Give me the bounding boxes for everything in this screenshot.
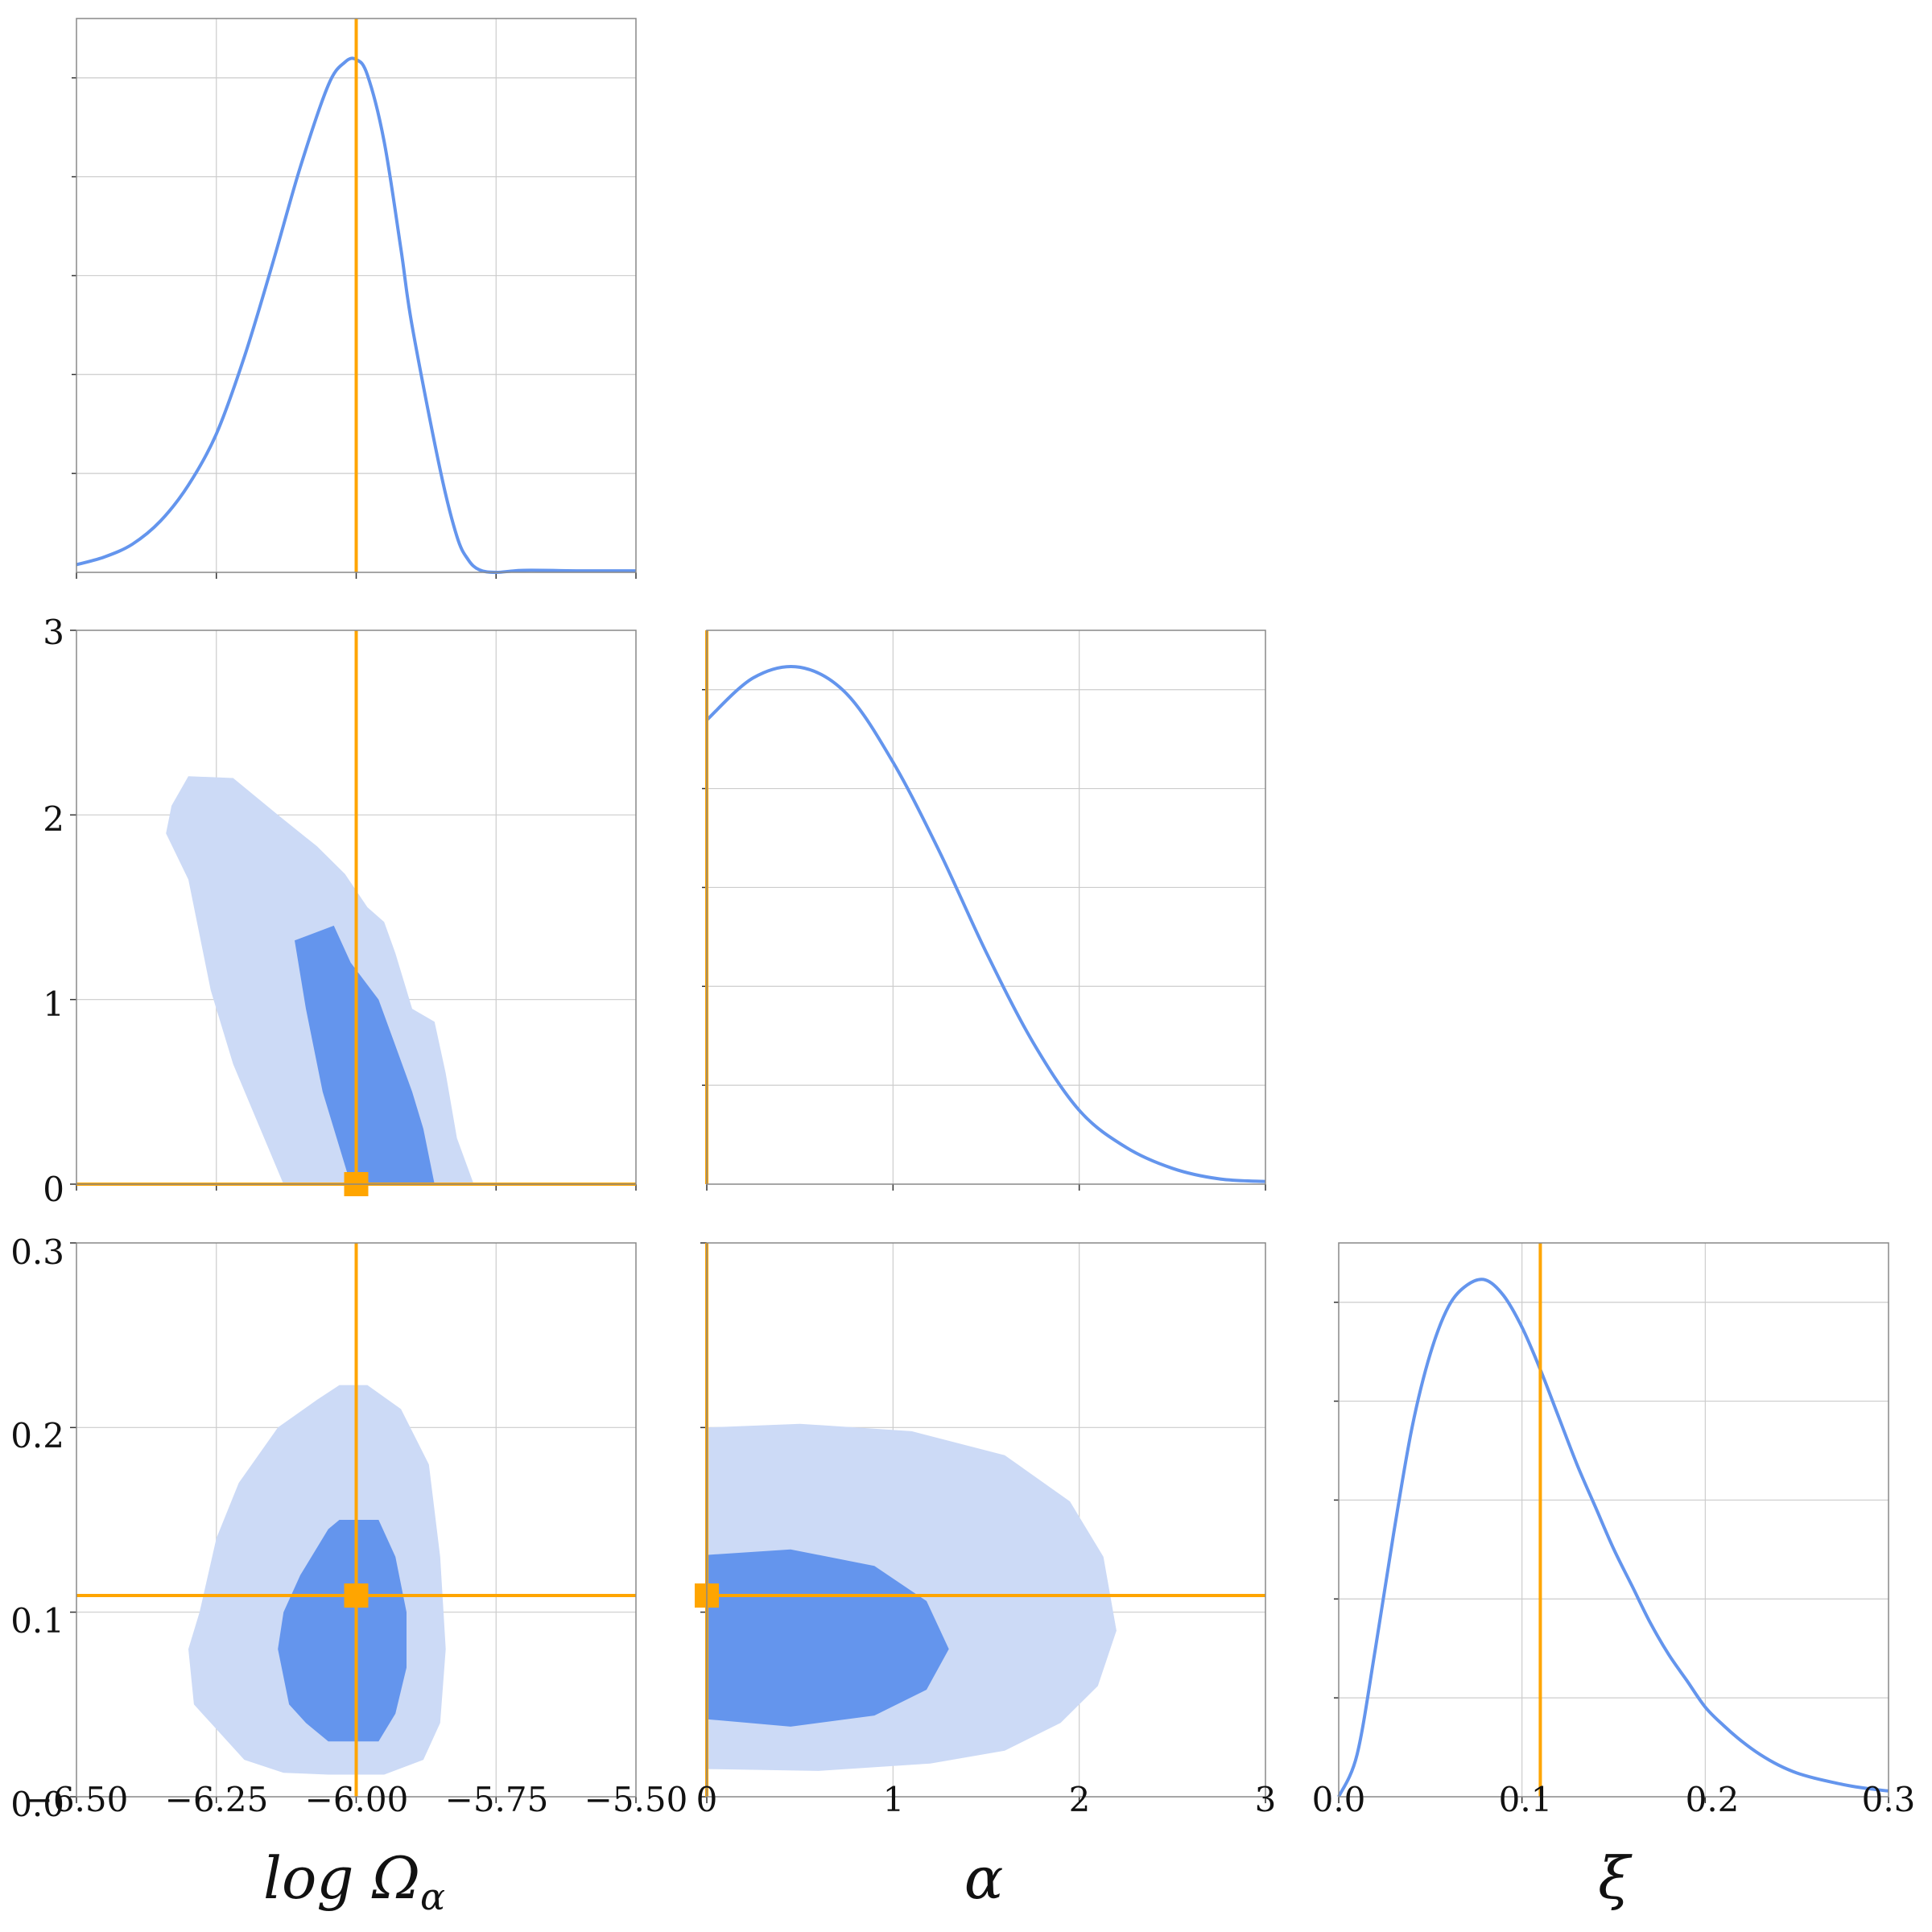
ytick-alpha-2: 2 [43, 799, 64, 839]
xtick-logomega-3: −5.75 [445, 1780, 549, 1819]
logomega-xi-truth-marker [344, 1583, 369, 1608]
y-tick-labels-xi: 0.0 0.1 0.2 0.3 [10, 1232, 64, 1824]
ytick-xi-3: 0.3 [10, 1232, 64, 1272]
xtick-alpha-1: 1 [883, 1780, 905, 1819]
xtick-xi-1: 0.1 [1499, 1780, 1553, 1819]
y-tick-labels-alpha: 0 1 2 3 [43, 613, 64, 1209]
xlabel-xi: ξ [1598, 1844, 1633, 1912]
alpha-marginal-frame [706, 630, 1266, 1185]
ytick-xi-1: 0.1 [10, 1601, 64, 1641]
x-tick-labels-alpha: 0 1 2 3 [696, 1780, 1277, 1819]
logomega-marginal-frame [76, 18, 637, 573]
logomega-marginal-curve [76, 56, 637, 575]
alpha-marginal-background [707, 630, 1265, 1184]
xtick-xi-0: 0.0 [1312, 1780, 1366, 1819]
xi-marginal-curve [1337, 1278, 1889, 1798]
xtick-alpha-0: 0 [696, 1780, 718, 1819]
xtick-xi-3: 0.3 [1862, 1780, 1916, 1819]
alpha-xi-panel [695, 1242, 1266, 1803]
ytick-alpha-3: 3 [43, 613, 64, 652]
xtick-logomega-2: −6.00 [305, 1780, 409, 1819]
xlabel-logomega: log Ωα [263, 1844, 445, 1918]
xi-marginal-frame [1338, 1242, 1889, 1798]
alpha-xi-frame [706, 1242, 1266, 1798]
alpha-xi-inner-region [707, 1549, 949, 1727]
ytick-xi-0: 0.0 [10, 1785, 64, 1824]
xi-marginal-panel [1334, 1242, 1889, 1803]
logomega-xi-inner-region [278, 1520, 407, 1742]
xlabel-alpha: α [964, 1844, 1004, 1912]
ytick-alpha-1: 1 [43, 985, 64, 1024]
xi-marginal-background [1339, 1243, 1889, 1797]
alpha-marginal-curve [705, 665, 1266, 1183]
x-tick-labels-logomega: −6.50 −6.25 −6.00 −5.75 −5.50 [25, 1780, 688, 1819]
xtick-alpha-3: 3 [1255, 1780, 1277, 1819]
ytick-xi-2: 0.2 [10, 1416, 64, 1455]
logomega-xi-frame [76, 1242, 637, 1798]
x-tick-labels-xi: 0.0 0.1 0.2 0.3 [1312, 1780, 1916, 1819]
logomega-alpha-inner-region [295, 925, 435, 1184]
logomega-alpha-panel [70, 630, 637, 1196]
logomega-marginal-panel [72, 18, 637, 579]
xlabel-logomega-subscript: α [420, 1875, 445, 1918]
logomega-alpha-frame [76, 630, 637, 1185]
xtick-logomega-0: −6.50 [25, 1780, 129, 1819]
xtick-logomega-1: −6.25 [165, 1780, 269, 1819]
logomega-xi-panel [70, 1242, 637, 1803]
xtick-xi-2: 0.2 [1686, 1780, 1740, 1819]
alpha-marginal-panel [702, 630, 1266, 1191]
xtick-alpha-2: 2 [1069, 1780, 1091, 1819]
xtick-logomega-4: −5.50 [584, 1780, 688, 1819]
ytick-alpha-0: 0 [43, 1170, 64, 1209]
